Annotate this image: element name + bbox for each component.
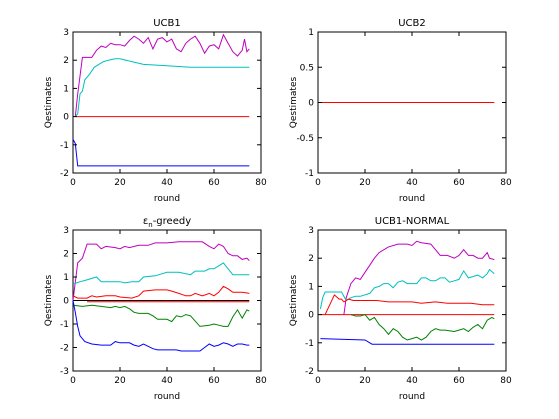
x-tick-label: 80 [500,376,512,386]
x-tick-label: 60 [208,376,220,386]
series-line-5 [350,314,495,341]
x-tick-label: 0 [315,376,321,386]
y-tick-label: -1 [60,320,69,330]
y-axis-label: Qestimates [289,77,299,129]
x-tick-label: 80 [500,178,512,188]
chart-title: UCB1-NORMAL [375,216,450,227]
x-tick-label: 80 [255,178,267,188]
subplot-4: 0 20 40 60 80 -2 -1 0 1 2 3 UCB1-NORMAL round Qestima… [289,216,512,402]
y-tick-label: -1 [305,169,314,179]
series-line-7 [72,300,250,352]
series-line-1 [343,240,495,315]
y-tick-label: -2 [305,367,314,377]
subplot-3: 0 20 40 60 80 -3 -2 -1 0 1 2 3 εn-greedy round Qestima… [44,216,267,402]
y-tick-label: 2 [63,56,69,66]
y-tick-label: -1 [305,339,314,349]
plot-area [72,31,262,174]
x-axis-label: round [399,194,425,204]
x-tick-label: 60 [453,178,465,188]
x-tick-label: 20 [114,178,126,188]
series-line-1 [74,33,250,117]
x-tick-label: 40 [406,178,418,188]
y-tick-label: 1 [63,273,69,283]
x-tick-label: 0 [70,178,76,188]
x-axis-label: round [154,392,180,402]
x-tick-label: 40 [161,376,173,386]
x-tick-label: 0 [70,376,76,386]
x-tick-label: 60 [453,376,465,386]
y-axis-label: Qestimates [289,275,299,327]
x-tick-label: 40 [161,178,173,188]
y-tick-label: 1 [308,28,314,38]
series-line-3 [324,294,495,315]
y-tick-label: 0 [63,113,69,123]
series-line-6 [72,304,250,327]
y-tick-label: -0.5 [296,134,314,144]
y-tick-label: 1 [63,84,69,94]
x-tick-label: 80 [255,376,267,386]
subplot-1: 0 20 40 60 80 -2 -1 0 1 2 3 UCB1 round Qestimates [44,18,267,204]
y-tick-label: -2 [60,344,69,354]
y-tick-label: 0 [308,311,314,321]
series-line-2 [72,262,250,285]
y-tick-label: 1 [308,282,314,292]
series-line-6 [320,338,495,345]
series-line-1 [72,241,250,301]
y-tick-label: 2 [63,250,69,260]
x-tick-label: 60 [208,178,220,188]
x-tick-label: 40 [406,376,418,386]
y-tick-label: 3 [63,28,69,38]
plot-area [317,229,507,372]
series-line-3 [72,285,250,299]
y-tick-label: 3 [308,226,314,236]
series-line-2 [74,58,250,117]
x-axis-label: round [399,392,425,402]
y-tick-label: 2 [308,254,314,264]
series-line-2 [319,268,495,310]
y-tick-label: 0 [63,297,69,307]
chart-title: UCB1 [153,18,181,29]
chart-title: UCB2 [398,18,426,29]
x-tick-label: 20 [359,178,371,188]
y-tick-label: 0 [308,99,314,109]
subplot-2: 0 20 40 60 80 -1 -0.5 0 0.5 1 UCB2 round Qestimates [289,18,512,204]
y-tick-label: 3 [63,226,69,236]
y-tick-label: -3 [60,367,69,377]
x-axis-label: round [154,194,180,204]
y-axis-label: Qestimates [44,77,54,129]
y-tick-label: -2 [60,169,69,179]
chart-title: εn-greedy [143,216,191,229]
x-tick-label: 0 [315,178,321,188]
x-tick-label: 20 [114,376,126,386]
y-tick-label: 0.5 [300,63,314,73]
series-line-4 [72,138,250,167]
x-tick-label: 20 [359,376,371,386]
y-axis-label: Qestimates [44,275,54,327]
y-tick-label: -1 [60,141,69,151]
